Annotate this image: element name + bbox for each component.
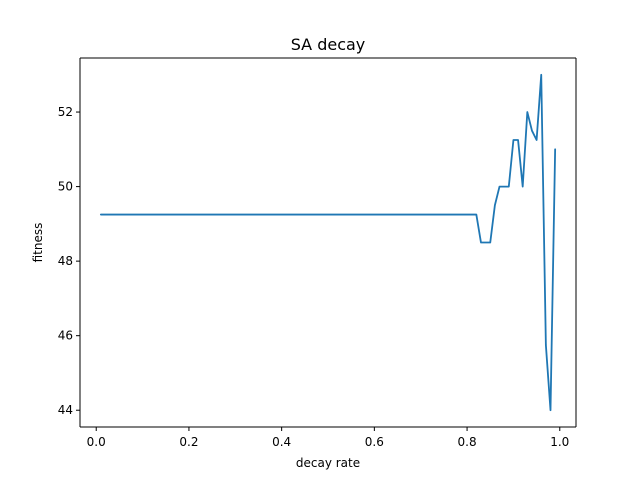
chart-title: SA decay bbox=[291, 35, 366, 54]
fitness-line bbox=[99, 73, 557, 412]
x-tick-label: 1.0 bbox=[550, 435, 569, 449]
y-tick-label: 52 bbox=[58, 105, 73, 119]
y-axis-ticks: 44 46 48 50 52 bbox=[58, 105, 80, 417]
x-axis-ticks: 0.0 0.2 0.4 0.6 0.8 1.0 bbox=[87, 427, 569, 449]
y-axis-label: fitness bbox=[31, 223, 45, 263]
x-tick-label: 0.4 bbox=[272, 435, 291, 449]
x-axis-label: decay rate bbox=[296, 456, 360, 470]
x-tick-label: 0.0 bbox=[87, 435, 106, 449]
y-tick-label: 44 bbox=[58, 403, 73, 417]
x-tick-label: 0.6 bbox=[365, 435, 384, 449]
x-tick-label: 0.8 bbox=[458, 435, 477, 449]
y-tick-label: 46 bbox=[58, 329, 73, 343]
x-tick-label: 0.2 bbox=[179, 435, 198, 449]
y-tick-label: 48 bbox=[58, 254, 73, 268]
y-tick-label: 50 bbox=[58, 180, 73, 194]
plot-area bbox=[80, 58, 576, 427]
